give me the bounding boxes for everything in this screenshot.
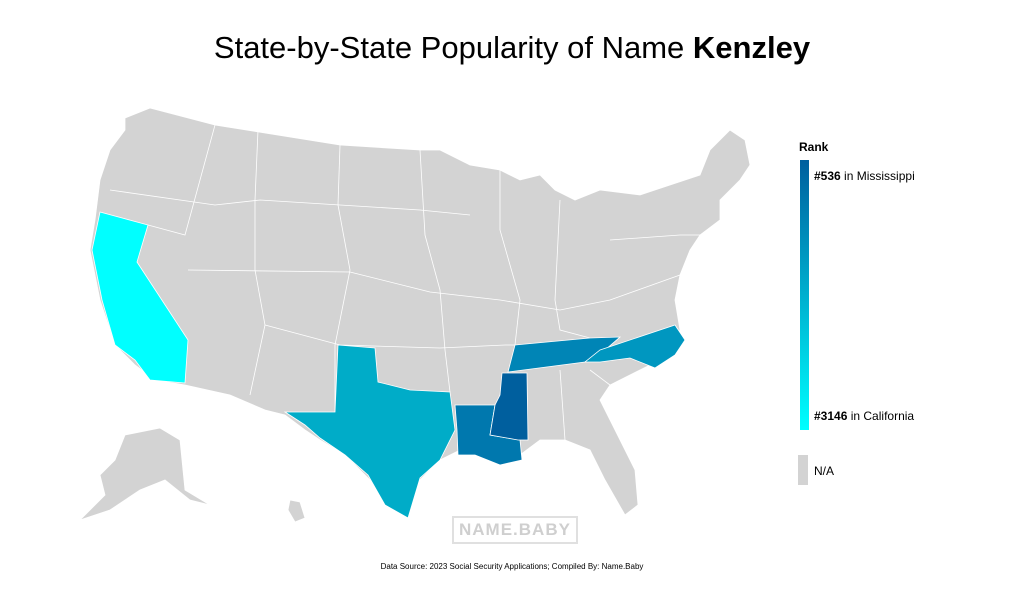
state-borders bbox=[559, 369, 566, 441]
state-borders bbox=[609, 234, 700, 241]
alaska bbox=[79, 427, 211, 521]
legend-heading: Rank bbox=[799, 140, 829, 154]
state-borders bbox=[147, 124, 216, 236]
legend-na: N/A bbox=[814, 464, 835, 478]
state-borders bbox=[554, 199, 591, 339]
title-prefix: State-by-State Popularity of Name bbox=[213, 30, 685, 65]
state-borders bbox=[334, 144, 351, 412]
legend-bottom: #3146 in California bbox=[814, 409, 914, 423]
legend-top-text: in Mississippi bbox=[844, 169, 915, 183]
legend-top-rank: #536 bbox=[814, 169, 841, 183]
legend-gradient bbox=[800, 160, 809, 430]
state-borders bbox=[589, 369, 611, 386]
state-borders bbox=[264, 324, 515, 349]
state-borders bbox=[187, 269, 681, 311]
state-borders bbox=[109, 189, 471, 216]
legend-bottom-text: in California bbox=[850, 409, 915, 423]
state-borders bbox=[249, 129, 266, 396]
states bbox=[79, 107, 751, 523]
watermark: NAME.BABY bbox=[452, 516, 578, 544]
source: Data Source: 2023 Social Security Applic… bbox=[380, 562, 644, 571]
legend-top: #536 in Mississippi bbox=[814, 169, 915, 183]
state-highlight bbox=[283, 344, 456, 519]
legend-bottom-rank: #3146 bbox=[814, 409, 848, 423]
state-highlight bbox=[91, 211, 189, 384]
state-borders bbox=[499, 170, 521, 346]
state-borders bbox=[419, 149, 451, 393]
title: State-by-State Popularity of Name Kenzle… bbox=[0, 30, 1024, 66]
state-highlight bbox=[583, 324, 686, 369]
state-highlight bbox=[489, 372, 529, 441]
legend-na-swatch bbox=[798, 455, 808, 485]
hawaii bbox=[287, 499, 306, 523]
title-name: Kenzley bbox=[692, 30, 811, 65]
